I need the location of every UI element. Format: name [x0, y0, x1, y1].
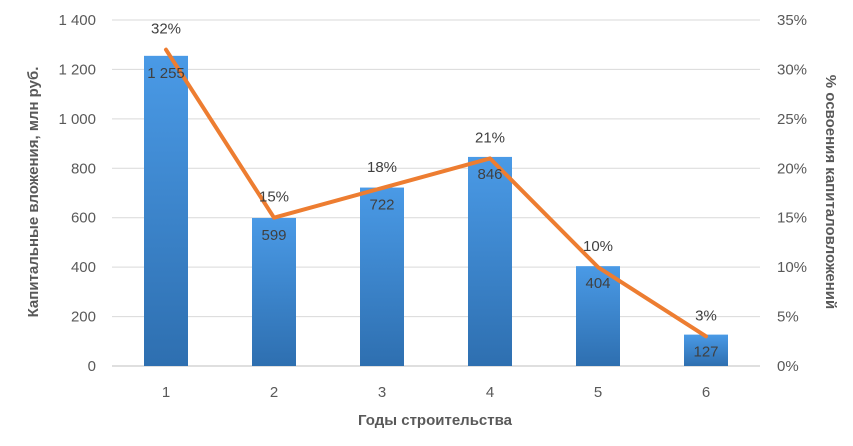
bar-value-label: 846: [477, 166, 502, 183]
bar: [252, 217, 296, 366]
y-axis-title: Капитальные вложения, млн руб.: [25, 67, 42, 318]
y2-tick-label: 30%: [777, 61, 807, 78]
line-value-label: 15%: [259, 189, 289, 206]
bar-value-label: 722: [369, 197, 394, 214]
y-tick-label: 600: [71, 210, 96, 227]
bar-series: [144, 55, 728, 366]
x-tick-label: 1: [162, 384, 170, 401]
y-tick-label: 1 200: [58, 61, 96, 78]
bar: [684, 334, 728, 366]
line-value-label: 32%: [151, 21, 181, 38]
y-tick-label: 200: [71, 309, 96, 326]
y2-tick-label: 20%: [777, 160, 807, 177]
bar-value-label: 599: [261, 227, 286, 244]
axis-ticks: 0 0% 200 5% 400 10% 600 15% 800 20% 1 000 25% 1 200 3…: [58, 12, 807, 401]
y2-tick-label: 5%: [777, 309, 799, 326]
y2-tick-label: 35%: [777, 12, 807, 29]
y-tick-label: 1 400: [58, 12, 96, 29]
bar-value-label: 1 255: [147, 65, 185, 82]
bar: [360, 187, 404, 366]
line-value-label: 10%: [583, 238, 613, 255]
x-tick-label: 6: [702, 384, 710, 401]
x-axis-title: Годы строительства: [358, 412, 513, 429]
series-line: [164, 47, 708, 339]
y2-tick-label: 0%: [777, 358, 799, 375]
x-tick-label: 2: [270, 384, 278, 401]
x-tick-label: 5: [594, 384, 602, 401]
line-value-label: 18%: [367, 159, 397, 176]
data-labels: 1 255 599 722 846 404 127 32% 15% 18% 21% 10% 3%: [147, 21, 718, 361]
line-value-label: 3%: [695, 307, 717, 324]
x-tick-label: 3: [378, 384, 386, 401]
bar: [144, 55, 188, 366]
y2-tick-label: 25%: [777, 111, 807, 128]
y-tick-label: 0: [88, 358, 96, 375]
gridlines: [112, 19, 760, 367]
line-value-label: 21%: [475, 129, 505, 146]
y2-tick-label: 10%: [777, 259, 807, 276]
y2-tick-label: 15%: [777, 210, 807, 227]
y-tick-label: 1 000: [58, 111, 96, 128]
y2-axis-title: % освоения капиталовложений: [822, 75, 839, 309]
x-tick-label: 4: [486, 384, 494, 401]
bar: [468, 156, 512, 366]
line-series: [164, 47, 708, 339]
y-tick-label: 800: [71, 160, 96, 177]
bar-value-label: 404: [585, 275, 610, 292]
y-tick-label: 400: [71, 259, 96, 276]
bar: [576, 266, 620, 366]
bar-value-label: 127: [693, 344, 718, 361]
